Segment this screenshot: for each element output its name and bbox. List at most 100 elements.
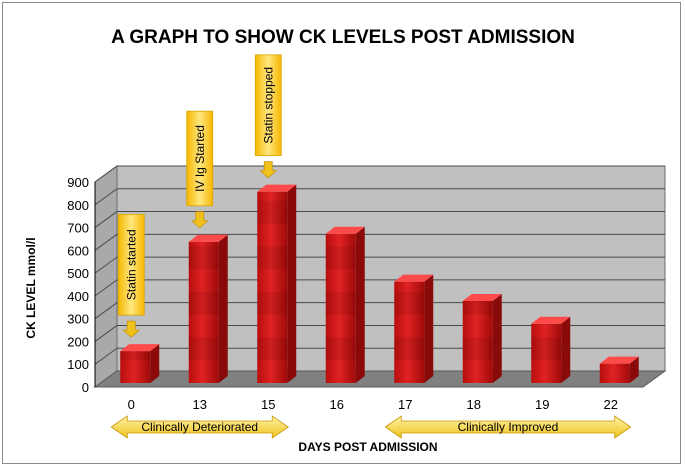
period-span-arrow: Clinically Deteriorated [110, 415, 289, 439]
down-arrow-icon [259, 161, 278, 179]
bar-top [394, 274, 434, 282]
bar-top [325, 226, 365, 234]
bar-band [188, 337, 219, 361]
x-axis-ticks: 0 13 15 16 17 18 19 22 [128, 397, 618, 412]
y-tick-label: 600 [67, 243, 89, 258]
down-arrow-icon [122, 320, 141, 338]
bar-side [424, 274, 434, 383]
bar-side [218, 234, 228, 383]
chart-title: A GRAPH TO SHOW CK LEVELS POST ADMISSION [111, 27, 575, 48]
gridline-side [94, 233, 118, 251]
callout-box [186, 110, 214, 207]
bar-front [394, 281, 425, 383]
bar-front [599, 363, 630, 383]
y-axis-title: CK LEVEL mmol/l [24, 237, 38, 338]
callout-text: IV Ig Started [193, 125, 207, 192]
callout-text: Statin started [124, 229, 138, 300]
period-span-arrow: Clinically Improved [384, 415, 632, 439]
bar-band [462, 337, 493, 361]
period-spans: Clinically Deteriorated Clinically Improv… [110, 415, 632, 439]
bar-side [150, 344, 160, 383]
y-axis-ticks: 0 100 200 300 400 500 600 700 800 900 [67, 175, 96, 395]
bar [120, 344, 160, 383]
bar-front [188, 241, 219, 383]
bar-top [462, 294, 502, 301]
bar [394, 274, 434, 383]
x-tick-label: 16 [330, 397, 344, 412]
x-tick-label: 0 [128, 397, 135, 412]
gridline-side [94, 188, 118, 206]
gridline-side [94, 279, 118, 297]
bar-band [257, 246, 288, 270]
bar-side [561, 316, 571, 383]
bar-top [599, 356, 639, 364]
y-tick-label: 0 [82, 380, 89, 395]
bar-top [531, 316, 571, 324]
down-arrow-icon [190, 211, 209, 229]
bar-band [325, 291, 356, 315]
y-tick-label: 400 [67, 289, 89, 304]
x-axis-title: DAYS POST ADMISSION [298, 440, 437, 454]
y-tick-label: 300 [67, 312, 89, 327]
x-tick-label: 19 [535, 397, 549, 412]
y-tick-label: 200 [67, 334, 89, 349]
gridline-side [94, 347, 118, 365]
bar-band [257, 291, 288, 315]
y-tick-label: 100 [67, 357, 89, 372]
bar-band [394, 337, 425, 361]
double-arrow-icon [384, 415, 632, 439]
bars [120, 184, 639, 383]
bar-side [287, 184, 297, 383]
y-tick-label: 500 [67, 266, 89, 281]
bar-side [492, 294, 502, 383]
bar-side [629, 356, 639, 383]
gridline-side [94, 302, 118, 320]
bar-top [188, 234, 228, 242]
bar-side [355, 226, 365, 383]
annotation-callout: Statin stopped [254, 54, 282, 179]
double-arrow-icon [110, 415, 289, 439]
bar-band [188, 246, 219, 270]
bar [257, 184, 297, 383]
annotation-callout: Statin started [117, 213, 145, 338]
bar-front [325, 233, 356, 383]
bar-top [257, 184, 297, 192]
y-tick-label: 800 [67, 198, 89, 213]
gridline-side [94, 256, 118, 274]
bar-band [531, 337, 562, 361]
bar-band [257, 337, 288, 361]
bar-band [120, 351, 151, 361]
gridline-side [94, 325, 118, 342]
span-label: Clinically Improved [458, 420, 559, 434]
span-label: Clinically Deteriorated [141, 420, 258, 434]
x-tick-label: 18 [467, 397, 481, 412]
bar-band [394, 291, 425, 315]
y-tick-label: 900 [67, 175, 89, 190]
callout-box [117, 213, 145, 316]
plot-floor [93, 370, 667, 388]
bar [325, 226, 365, 383]
bar-front [120, 351, 151, 383]
bar [531, 316, 571, 383]
plot-background [93, 165, 667, 388]
bar-front [462, 301, 493, 383]
bar-band [257, 200, 288, 224]
bar-front [257, 191, 288, 383]
bar-band [188, 291, 219, 315]
bar-top [120, 344, 160, 352]
side-wall [94, 165, 118, 388]
bar-band [325, 246, 356, 270]
gridline-side [94, 211, 118, 228]
bar [188, 234, 228, 383]
chart-frame: A GRAPH TO SHOW CK LEVELS POST ADMISSION… [2, 2, 681, 464]
x-tick-label: 17 [398, 397, 412, 412]
bar [462, 294, 502, 383]
gridline-side [94, 165, 118, 183]
y-tick-label: 700 [67, 221, 89, 236]
bar [599, 356, 639, 383]
callout-text: Statin stopped [261, 67, 275, 144]
bar-band [325, 337, 356, 361]
x-tick-label: 22 [604, 397, 618, 412]
callout-box [254, 54, 282, 157]
ck-level-chart: A GRAPH TO SHOW CK LEVELS POST ADMISSION… [24, 27, 667, 454]
